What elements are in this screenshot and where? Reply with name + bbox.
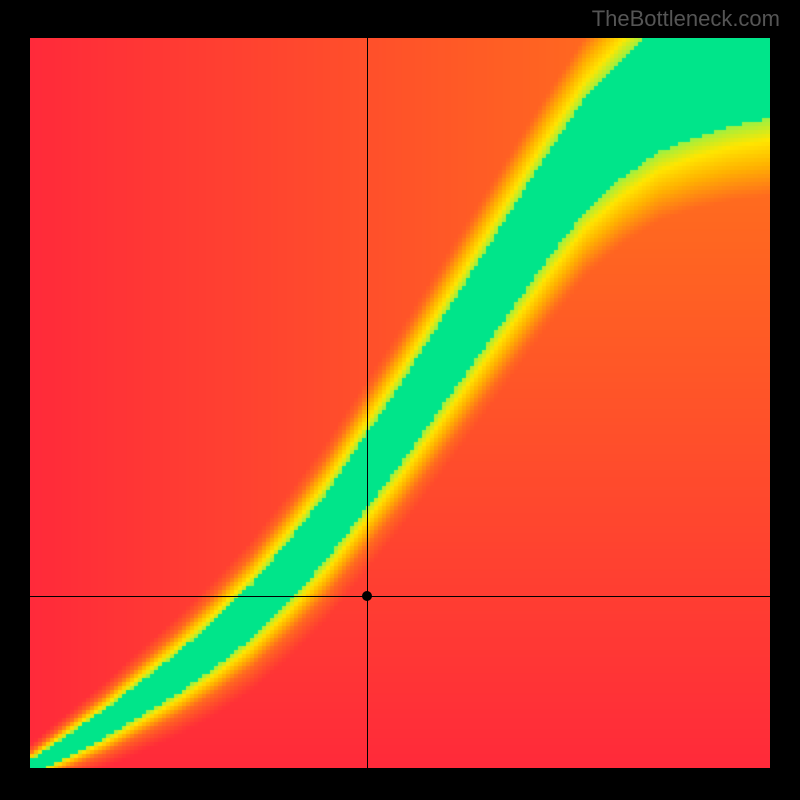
heatmap-plot: [30, 38, 770, 768]
chart-container: TheBottleneck.com: [0, 0, 800, 800]
marker-dot: [362, 591, 372, 601]
crosshair-vertical: [367, 38, 368, 768]
attribution-watermark: TheBottleneck.com: [592, 6, 780, 32]
heatmap-canvas: [30, 38, 770, 768]
crosshair-horizontal: [30, 596, 770, 597]
